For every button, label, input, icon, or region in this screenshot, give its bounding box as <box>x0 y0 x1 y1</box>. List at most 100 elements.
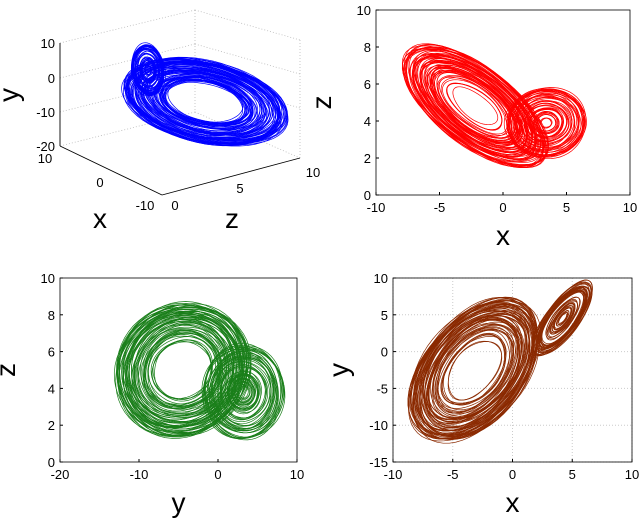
trajectory-loop <box>227 373 260 410</box>
trajectory-loop <box>437 329 513 413</box>
trajectory-loop <box>130 318 237 424</box>
y-axis-label: z <box>0 363 21 377</box>
trajectory-loop <box>439 76 510 137</box>
trajectory-pxy <box>407 279 593 444</box>
trajectory-loop <box>536 113 556 132</box>
trajectory-loop <box>435 326 516 416</box>
trajectory-loop <box>548 300 578 338</box>
trajectory-loop <box>408 47 545 162</box>
trajectory-loop <box>231 378 255 405</box>
grid-line-3d <box>59 77 196 113</box>
trajectory-loop <box>412 52 540 161</box>
trajectory-loop <box>420 62 528 153</box>
trajectory-loop <box>434 326 512 412</box>
trajectory-loop <box>415 305 530 431</box>
trajectory-loop <box>423 314 525 426</box>
trajectory-loop <box>402 46 547 169</box>
trajectory-loop <box>404 43 549 166</box>
trajectory-loop <box>205 347 284 439</box>
trajectory-loop <box>152 341 212 401</box>
trajectory-loop <box>210 352 277 430</box>
trajectory-loop <box>416 54 537 157</box>
trajectory-loop <box>433 71 516 142</box>
trajectory-loop <box>416 56 533 156</box>
x-tick-label: -5 <box>434 200 446 215</box>
trajectory-loop <box>540 117 552 128</box>
trajectory-loop <box>540 290 587 348</box>
trajectory-loop <box>538 289 587 349</box>
trajectory-loop <box>159 76 253 126</box>
trajectory-loop <box>530 109 563 138</box>
trajectory-loop <box>521 100 573 146</box>
trajectory-pyz <box>113 301 286 441</box>
trajectory-loop <box>424 65 523 149</box>
trajectory-loop <box>541 291 584 345</box>
trajectory-loop <box>401 45 546 168</box>
trajectory-loop <box>224 370 262 413</box>
x-axis-label: y <box>172 487 186 518</box>
trajectory-loop <box>163 79 246 125</box>
trajectory-loop <box>135 49 162 90</box>
trajectory-loop <box>133 48 162 93</box>
trajectory-loop <box>129 59 286 143</box>
y-tick-label: 0 <box>381 345 388 360</box>
trajectory-loop <box>507 88 585 156</box>
trajectory-loop <box>529 108 563 138</box>
x-axis-label: x <box>496 220 510 251</box>
trajectory-loop <box>139 57 157 83</box>
panel-3d <box>59 9 301 196</box>
trajectory-loop <box>519 100 573 147</box>
trajectory-loop <box>414 305 534 436</box>
y-tick-label: 5 <box>381 308 388 323</box>
axis-3d <box>59 145 163 196</box>
trajectory-loop <box>429 69 519 145</box>
trajectory-loop <box>426 317 521 421</box>
trajectory-loop <box>230 377 257 408</box>
x-axis-label: x <box>506 487 520 518</box>
trajectory-loop <box>131 61 281 141</box>
trajectory-loop <box>235 382 252 402</box>
trajectory-loop <box>536 286 591 353</box>
y-tick-label: 6 <box>364 77 371 92</box>
trajectory-loop <box>446 82 503 130</box>
y-tick-label: -10 <box>36 105 55 120</box>
trajectory-loop <box>419 61 528 154</box>
trajectory-loop <box>436 328 515 414</box>
trajectory-loop <box>419 309 531 432</box>
trajectory-loop <box>507 89 584 156</box>
y-axis-label: y <box>0 88 24 102</box>
trajectory-loop <box>135 50 161 89</box>
trajectory-loop <box>510 92 580 153</box>
trajectory-loop <box>141 60 155 81</box>
y-tick-label: 4 <box>48 381 55 396</box>
trajectory-loop <box>422 313 526 427</box>
y-tick-label: 0 <box>48 455 55 470</box>
trajectory-loop <box>428 319 520 420</box>
trajectory-loop <box>515 96 576 149</box>
trajectory-loop <box>144 70 266 135</box>
trajectory-loop <box>533 111 559 134</box>
trajectory-loop <box>425 316 524 424</box>
grid-line-3d <box>59 9 196 44</box>
trajectory-loop <box>144 65 152 75</box>
y-axis-label: z <box>306 96 337 110</box>
trajectory-loop <box>558 313 567 324</box>
trajectory-loop <box>432 69 518 142</box>
y-tick-label: -5 <box>376 381 388 396</box>
trajectory-loop <box>162 78 250 126</box>
trajectory-loop <box>527 107 564 139</box>
x-tick-label: -5 <box>447 467 459 482</box>
trajectory-loop <box>540 289 586 347</box>
trajectory-loop <box>231 378 255 406</box>
z-tick-label: 5 <box>236 181 243 196</box>
trajectory-loop <box>148 335 219 406</box>
trajectory-3d <box>121 42 289 147</box>
trajectory-loop <box>443 336 507 406</box>
trajectory-loop <box>236 384 250 400</box>
trajectory-loop <box>221 365 267 419</box>
trajectory-loop <box>210 355 274 429</box>
trajectory-loop <box>547 299 579 338</box>
y-tick-label: 0 <box>364 188 371 203</box>
trajectory-loop <box>150 339 213 402</box>
